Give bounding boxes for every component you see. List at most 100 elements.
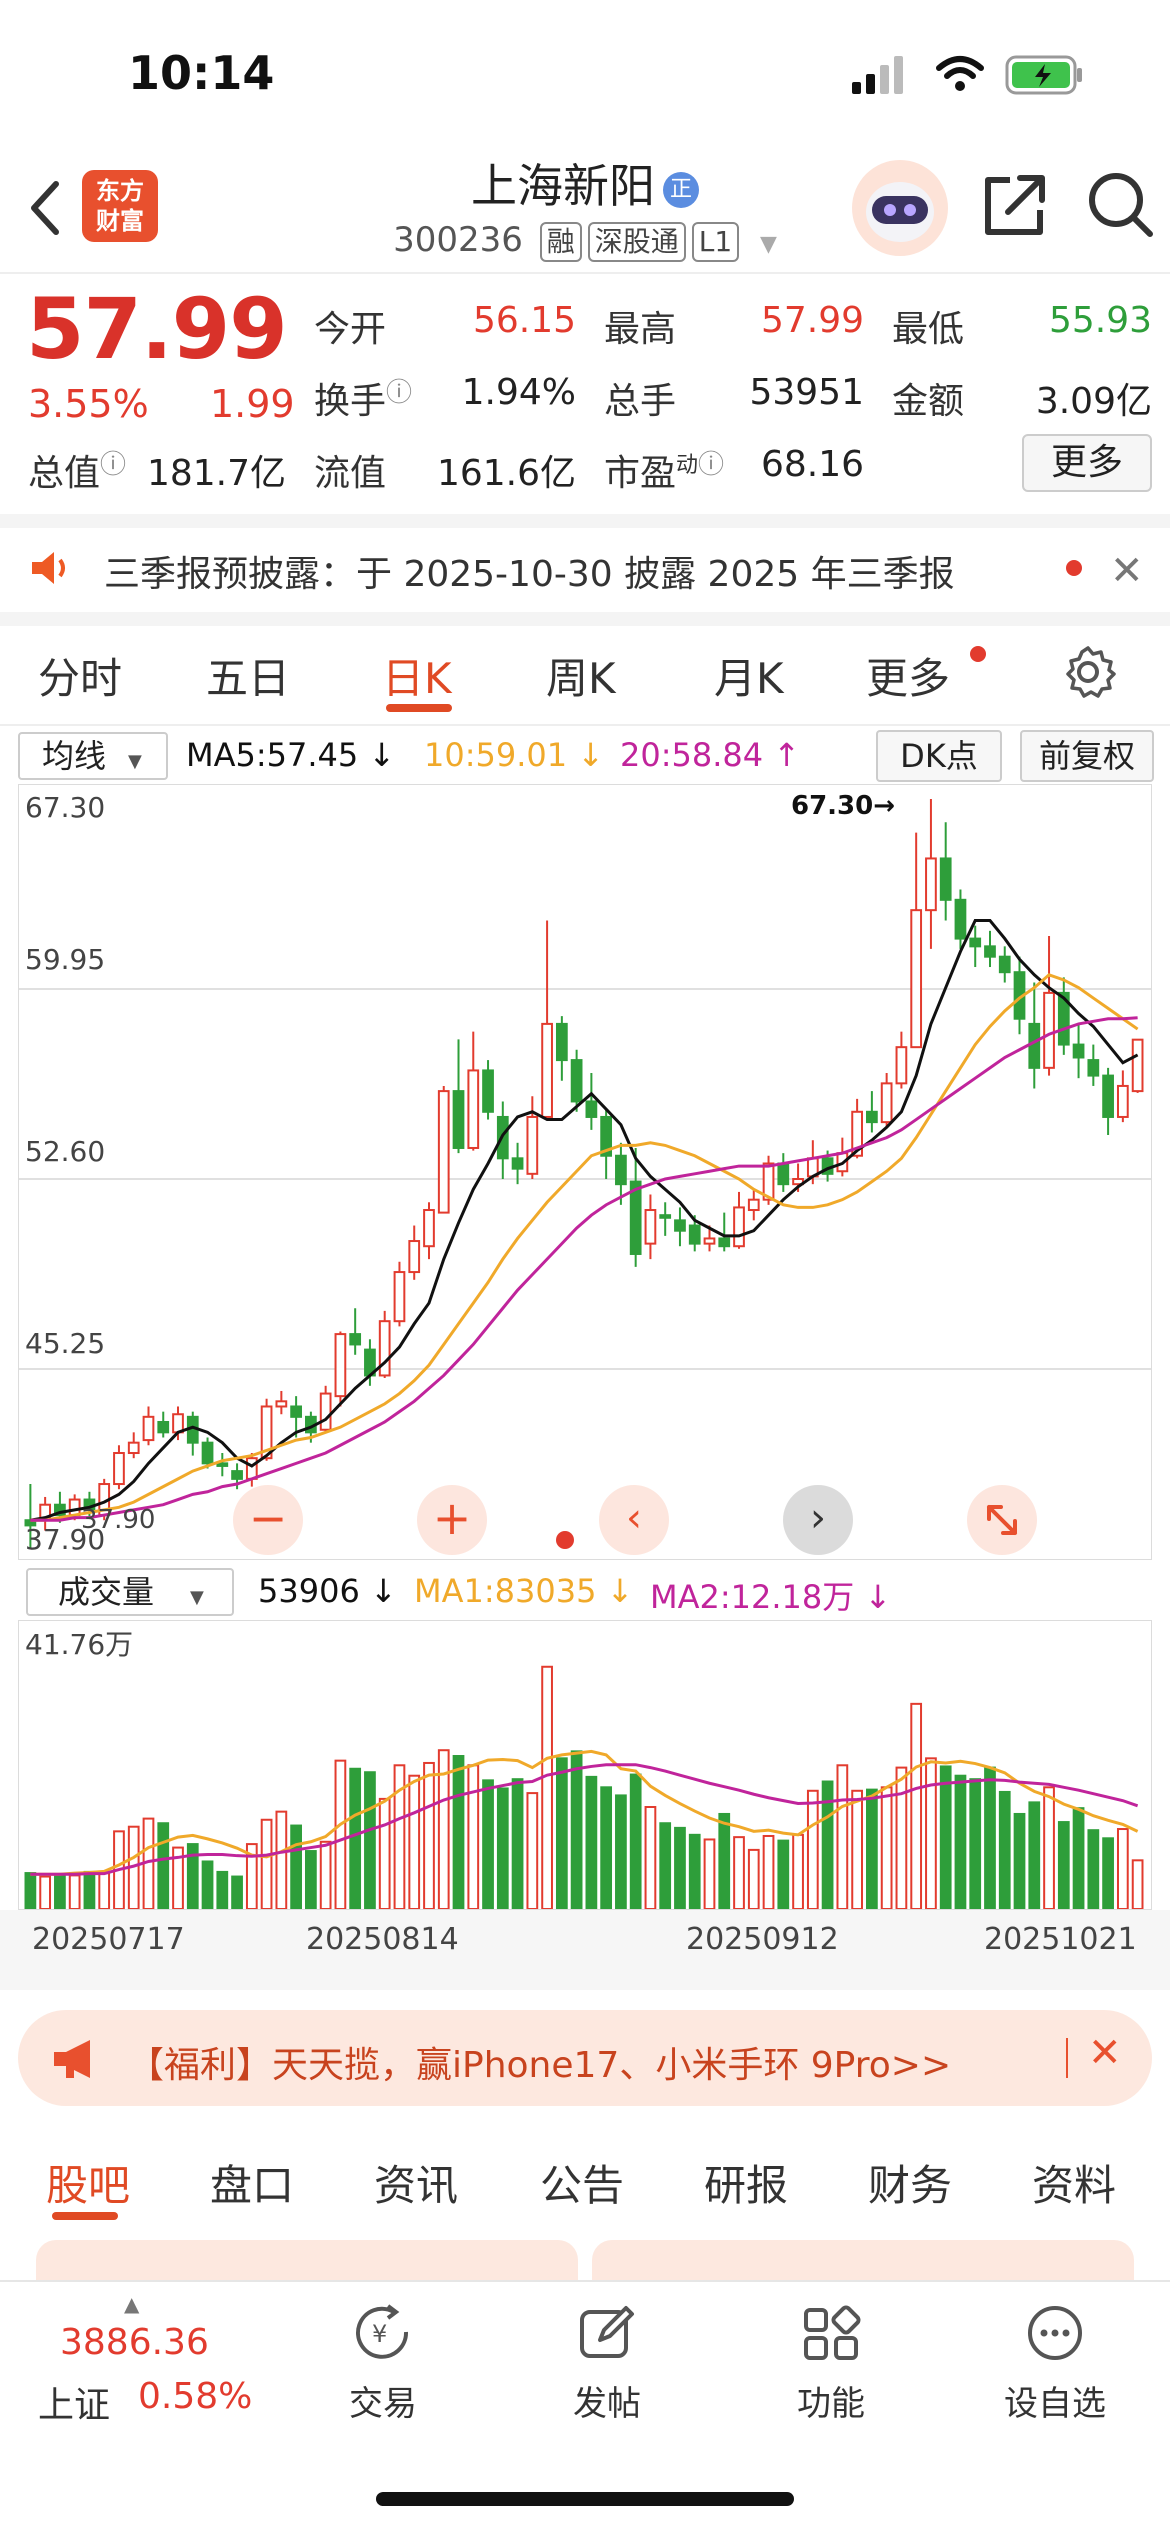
- dk-point-button[interactable]: DK点: [876, 730, 1002, 782]
- tab-five-day[interactable]: 五日: [206, 654, 291, 703]
- assistant-avatar[interactable]: [852, 160, 948, 256]
- tab-monthly-k[interactable]: 月K: [714, 654, 784, 703]
- candle: [733, 1191, 745, 1249]
- mktcap-value: 181.7亿: [146, 453, 286, 494]
- nav-trade[interactable]: 交易: [349, 2384, 417, 2424]
- fullscreen-button[interactable]: [967, 1485, 1037, 1555]
- section-tab-news[interactable]: 资讯: [374, 2161, 459, 2210]
- tabs-divider: [0, 724, 1170, 726]
- index-value[interactable]: 3886.36: [60, 2322, 209, 2363]
- volume-chart[interactable]: 41.76万: [18, 1620, 1152, 1910]
- gear-icon[interactable]: [1060, 644, 1116, 700]
- candle-body: [452, 1090, 465, 1149]
- info-icon: ⓘ: [100, 450, 127, 480]
- candle: [113, 1445, 125, 1490]
- edit-icon[interactable]: [576, 2302, 638, 2364]
- section-tab-active-indicator: [52, 2212, 118, 2220]
- tag-level: L1: [691, 222, 740, 262]
- volume-bar: [688, 1833, 701, 1909]
- more-dots-icon[interactable]: [1024, 2302, 1086, 2364]
- candle: [555, 1016, 568, 1081]
- candle-body: [1131, 1038, 1144, 1093]
- candle-body: [644, 1209, 657, 1245]
- candle: [157, 1411, 170, 1438]
- section-tab-financials[interactable]: 财务: [868, 2161, 953, 2210]
- candle-body: [423, 1209, 435, 1248]
- volume-indicator-select[interactable]: 成交量 ▼: [26, 1568, 234, 1616]
- volume-bar: [290, 1824, 302, 1909]
- promo-banner[interactable]: 【福利】天天揽，赢iPhone17、小米手环 9Pro>> ✕: [18, 2010, 1152, 2106]
- candle: [393, 1261, 406, 1327]
- zoom-in-button[interactable]: +: [417, 1485, 487, 1555]
- candle: [290, 1396, 302, 1438]
- tab-more[interactable]: 更多: [866, 654, 951, 703]
- adjust-button[interactable]: 前复权: [1020, 730, 1154, 782]
- candle-body: [54, 1503, 66, 1517]
- nav-post[interactable]: 发帖: [573, 2384, 641, 2424]
- volume-bar: [954, 1774, 967, 1909]
- close-icon[interactable]: ✕: [1088, 2030, 1122, 2076]
- notice-text[interactable]: 三季报预披露：于 2025-10-30 披露 2025 年三季报: [104, 554, 955, 595]
- chevron-left-button[interactable]: ‹: [599, 1485, 669, 1555]
- change-pct: 3.55%: [28, 382, 149, 426]
- candle: [541, 920, 553, 1118]
- back-icon[interactable]: [24, 178, 64, 238]
- volume-bar: [231, 1875, 243, 1909]
- volume-bar: [1116, 1828, 1129, 1909]
- trade-icon[interactable]: ¥: [350, 2302, 416, 2364]
- volume-bar: [482, 1779, 494, 1909]
- more-button[interactable]: 更多: [1022, 434, 1152, 492]
- tab-intraday[interactable]: 分时: [38, 654, 123, 703]
- volume-bar: [172, 1846, 184, 1909]
- chart-page-dot: [556, 1531, 574, 1549]
- dropdown-icon[interactable]: ▼: [759, 232, 777, 257]
- high-value: 57.99: [760, 300, 864, 341]
- volume-bar: [1043, 1786, 1055, 1909]
- candle: [526, 1096, 539, 1179]
- ma5-value: MA5:57.45 ↓: [186, 736, 396, 774]
- volume-bar: [806, 1789, 819, 1909]
- section-tab-announcements[interactable]: 公告: [540, 2161, 625, 2210]
- nav-functions[interactable]: 功能: [797, 2384, 865, 2424]
- candle-body: [349, 1333, 362, 1346]
- candle-body: [703, 1237, 716, 1245]
- tab-weekly-k[interactable]: 周K: [546, 654, 616, 703]
- ma-indicator-select[interactable]: 均线 ▼: [18, 732, 168, 780]
- volume-bar: [747, 1848, 760, 1909]
- volume-bar: [496, 1787, 509, 1909]
- section-tab-forum[interactable]: 股吧: [46, 2161, 131, 2210]
- candle-body: [1087, 1059, 1100, 1077]
- candle-body: [570, 1059, 583, 1103]
- candle-body: [555, 1022, 568, 1062]
- volume-bar: [541, 1665, 553, 1909]
- close-icon[interactable]: ✕: [1110, 548, 1144, 594]
- pe-label: 市盈动ⓘ: [604, 450, 725, 494]
- volume-bar: [98, 1872, 111, 1909]
- candle: [1072, 1023, 1085, 1079]
- info-icon: ⓘ: [386, 378, 413, 408]
- ma-line-ma5: [30, 918, 1139, 1522]
- mktcap-label: 总值ⓘ: [28, 450, 127, 494]
- search-icon[interactable]: [1086, 170, 1156, 240]
- candle-body: [659, 1214, 672, 1219]
- zoom-out-button[interactable]: −: [233, 1485, 303, 1555]
- grid-icon[interactable]: [800, 2302, 862, 2364]
- volume-bar: [895, 1766, 908, 1909]
- tab-daily-k[interactable]: 日K: [382, 654, 452, 703]
- chevron-right-button[interactable]: ›: [783, 1485, 853, 1555]
- volume-bar: [644, 1806, 657, 1909]
- nav-custom-watchlist[interactable]: 设自选: [1004, 2384, 1106, 2424]
- kline-chart[interactable]: 67.30 59.95 52.60 45.25 37.90 37.90 67.3…: [18, 784, 1152, 1560]
- section-tab-research[interactable]: 研报: [704, 2161, 789, 2210]
- candle-body: [68, 1498, 81, 1517]
- volume-bar: [984, 1766, 996, 1909]
- candle-body: [541, 1022, 553, 1118]
- candle: [1057, 977, 1070, 1055]
- volume-bar: [718, 1812, 731, 1909]
- candle: [570, 1049, 583, 1112]
- stock-code-line[interactable]: 300236 融深股通 L1 ▼: [0, 220, 1170, 262]
- section-tab-orderbook[interactable]: 盘口: [210, 2161, 295, 2210]
- section-tab-profile[interactable]: 资料: [1032, 2161, 1117, 2210]
- amount-label: 金额: [892, 381, 965, 422]
- share-icon[interactable]: [980, 170, 1050, 240]
